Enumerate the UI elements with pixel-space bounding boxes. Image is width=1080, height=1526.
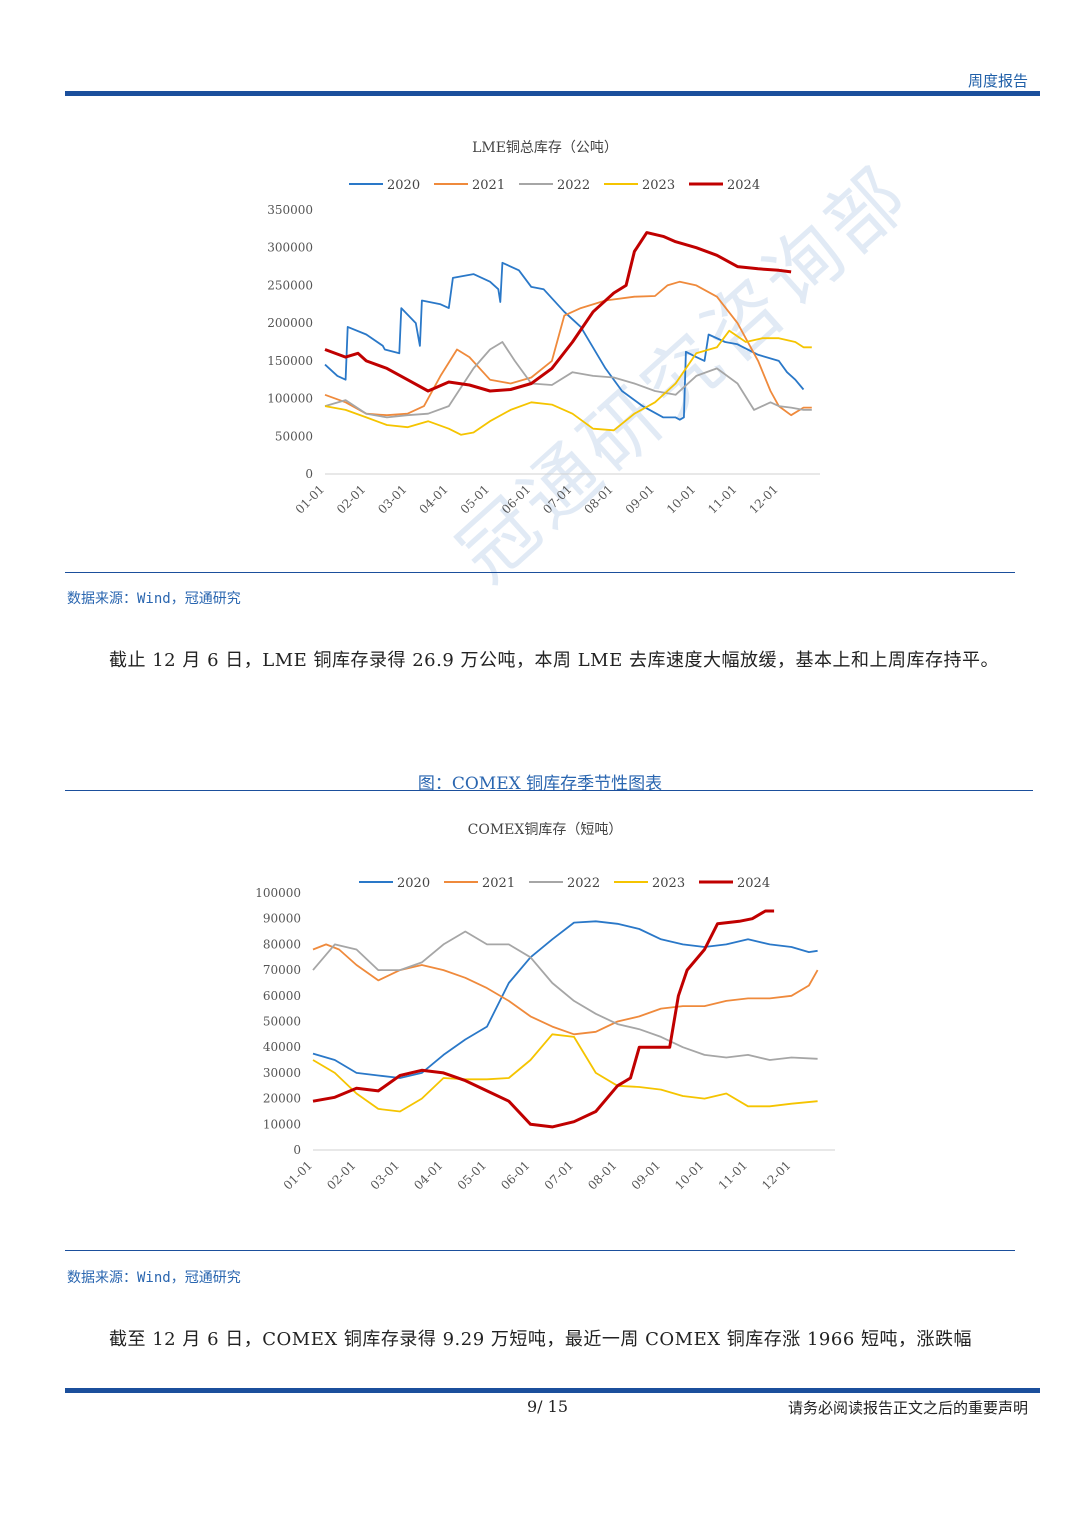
x-tick-label: 08-01 <box>585 1158 619 1192</box>
y-tick-label: 300000 <box>267 241 313 255</box>
chart-series <box>324 231 812 436</box>
chart-title: COMEX铜库存（短吨） <box>468 822 623 838</box>
legend-label-2023: 2023 <box>642 178 675 193</box>
chart-series <box>312 909 819 1129</box>
series-line-2024 <box>312 909 775 1129</box>
legend-label-2020: 2020 <box>397 876 430 891</box>
series-line-2022 <box>312 930 818 1061</box>
caption-rule <box>65 790 1033 791</box>
figure-caption: 图：COMEX 铜库存季节性图表 <box>417 774 663 794</box>
legend-label-2021: 2021 <box>472 178 505 193</box>
legend-label-2020: 2020 <box>387 178 420 193</box>
comex-inventory-chart: COMEX铜库存（短吨） 2020 2021 2022 2023 2024 0 10000… <box>255 822 835 1193</box>
series-line-2023 <box>312 1033 818 1113</box>
series-line-2022 <box>324 341 812 419</box>
x-tick-label: 07-01 <box>542 1158 576 1192</box>
footer-rule <box>65 1388 1040 1393</box>
y-tick-label: 90000 <box>263 912 301 926</box>
paragraph-lme: 截止 12 月 6 日，LME 铜库存录得 26.9 万公吨，本周 LME 去库… <box>109 650 999 671</box>
chart-legend: 2020 2021 2022 2023 2024 <box>349 178 760 193</box>
series-line-2021 <box>324 280 812 417</box>
y-tick-label: 40000 <box>263 1040 301 1054</box>
y-tick-label: 100000 <box>267 392 313 406</box>
x-tick-label: 11-01 <box>716 1158 750 1192</box>
x-tick-label: 01-01 <box>281 1158 315 1192</box>
header-rule <box>65 91 1040 96</box>
page-number: 9/ 15 <box>527 1397 569 1416</box>
y-tick-label: 150000 <box>267 354 313 368</box>
x-tick-label: 06-01 <box>498 1158 532 1192</box>
source-rule <box>65 572 1015 573</box>
chart1-source: 数据来源：Wind，冠通研究 <box>67 591 241 607</box>
paragraph-comex: 截至 12 月 6 日，COMEX 铜库存录得 9.29 万短吨，最近一周 CO… <box>109 1329 973 1350</box>
legend-label-2022: 2022 <box>557 178 590 193</box>
legend-label-2021: 2021 <box>482 876 515 891</box>
series-line-2020 <box>312 920 818 1079</box>
y-tick-label: 0 <box>305 467 313 481</box>
series-line-2021 <box>312 943 819 1036</box>
lme-inventory-chart: LME铜总库存（公吨） 2020 2021 2022 2023 2024 0 50000 1… <box>267 140 820 517</box>
x-tick-label: 03-01 <box>368 1158 402 1192</box>
x-tick-label: 04-01 <box>411 1158 445 1192</box>
chart-axes: 0 10000 20000 30000 40000 50000 60000 70000 8000… <box>255 886 835 1193</box>
y-tick-label: 0 <box>293 1143 301 1157</box>
chart-legend: 2020 2021 2022 2023 2024 <box>359 876 770 891</box>
y-tick-label: 30000 <box>263 1066 301 1080</box>
y-tick-label: 350000 <box>267 203 313 217</box>
x-tick-label: 10-01 <box>672 1158 706 1192</box>
x-tick-label: 12-01 <box>759 1158 793 1192</box>
legend-label-2024: 2024 <box>727 178 760 193</box>
report-type-header: 周度报告 <box>967 72 1028 90</box>
series-line-2024 <box>324 231 792 393</box>
chart-title: LME铜总库存（公吨） <box>472 140 618 156</box>
legend-label-2024: 2024 <box>737 876 770 891</box>
y-tick-label: 250000 <box>267 278 313 292</box>
series-line-2020 <box>324 261 805 421</box>
legend-label-2022: 2022 <box>567 876 600 891</box>
y-tick-label: 80000 <box>263 937 301 951</box>
y-tick-label: 200000 <box>267 316 313 330</box>
x-tick-label: 02-01 <box>324 1158 358 1192</box>
disclaimer: 请务必阅读报告正文之后的重要声明 <box>787 1399 1028 1417</box>
y-tick-label: 60000 <box>263 989 301 1003</box>
x-tick-label: 05-01 <box>455 1158 489 1192</box>
y-tick-label: 50000 <box>263 1015 301 1029</box>
series-line-2023 <box>324 329 812 436</box>
y-tick-label: 10000 <box>263 1117 301 1131</box>
y-tick-label: 70000 <box>263 963 301 977</box>
x-tick-label: 09-01 <box>629 1158 663 1192</box>
y-tick-label: 50000 <box>275 429 313 443</box>
source-rule <box>65 1250 1015 1251</box>
y-tick-label: 100000 <box>255 886 301 900</box>
legend-label-2023: 2023 <box>652 876 685 891</box>
chart2-source: 数据来源：Wind，冠通研究 <box>67 1270 241 1286</box>
y-tick-label: 20000 <box>263 1092 301 1106</box>
